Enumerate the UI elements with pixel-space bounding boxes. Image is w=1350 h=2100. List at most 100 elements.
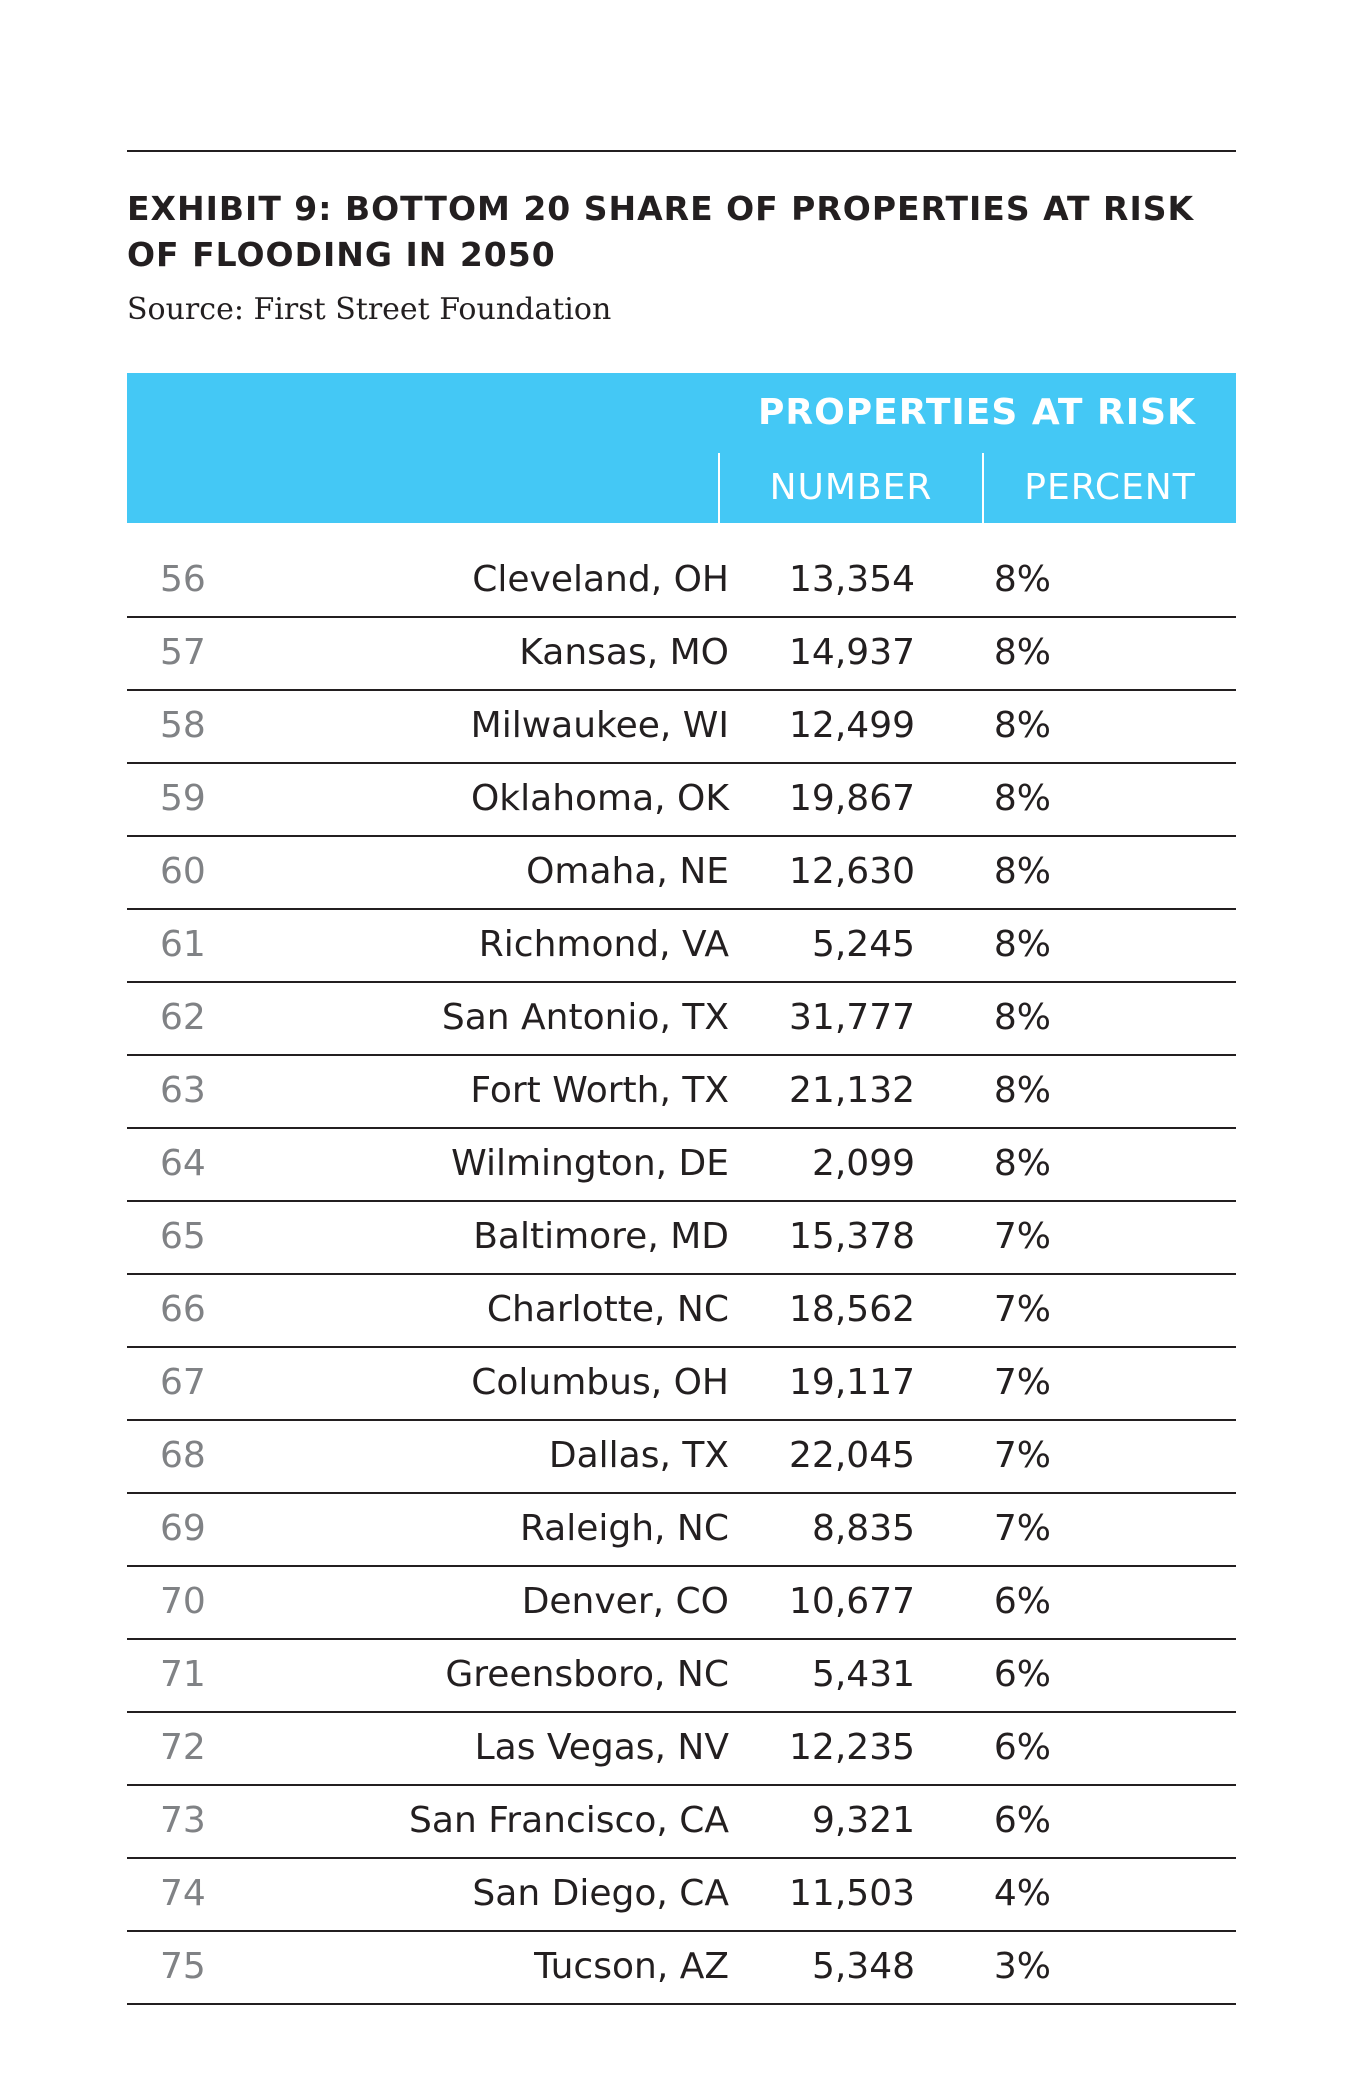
rank-cell: 72 [160, 1727, 206, 1768]
percent-cell: 8% [993, 705, 1051, 746]
rank-cell: 57 [160, 632, 206, 673]
percent-cell: 6% [993, 1654, 1051, 1695]
city-cell: Omaha, NE [526, 851, 729, 892]
rank-cell: 69 [160, 1508, 206, 1549]
city-cell: San Diego, CA [472, 1873, 729, 1914]
top-rule [127, 150, 1236, 152]
percent-cell: 8% [993, 851, 1051, 892]
rank-cell: 62 [160, 997, 206, 1038]
table-body: 56 Cleveland, OH 13,354 8% 57 Kansas, MO 14,93… [127, 545, 1236, 2005]
city-cell: Tucson, AZ [534, 1946, 729, 1987]
city-cell: Kansas, MO [519, 632, 729, 673]
number-cell: 8,835 [811, 1508, 915, 1549]
table-row: 68 Dallas, TX 22,045 7% [127, 1421, 1236, 1494]
table-row: 60 Omaha, NE 12,630 8% [127, 837, 1236, 910]
rank-cell: 63 [160, 1070, 206, 1111]
rank-cell: 75 [160, 1946, 206, 1987]
table-row: 69 Raleigh, NC 8,835 7% [127, 1494, 1236, 1567]
number-cell: 5,431 [811, 1654, 915, 1695]
rank-cell: 59 [160, 778, 206, 819]
number-cell: 19,117 [789, 1362, 915, 1403]
number-cell: 31,777 [789, 997, 915, 1038]
city-cell: Cleveland, OH [472, 559, 729, 600]
rank-cell: 68 [160, 1435, 206, 1476]
city-cell: San Antonio, TX [441, 997, 729, 1038]
number-cell: 9,321 [811, 1800, 915, 1841]
percent-cell: 8% [993, 924, 1051, 965]
percent-cell: 8% [993, 1070, 1051, 1111]
percent-cell: 8% [993, 997, 1051, 1038]
city-cell: Dallas, TX [548, 1435, 729, 1476]
percent-cell: 7% [993, 1289, 1051, 1330]
city-cell: Charlotte, NC [486, 1289, 729, 1330]
city-cell: Denver, CO [521, 1581, 729, 1622]
number-cell: 12,235 [789, 1727, 915, 1768]
percent-cell: 6% [993, 1800, 1051, 1841]
table-row: 65 Baltimore, MD 15,378 7% [127, 1202, 1236, 1275]
city-cell: Baltimore, MD [473, 1216, 729, 1257]
table-row: 71 Greensboro, NC 5,431 6% [127, 1640, 1236, 1713]
percent-cell: 4% [993, 1873, 1051, 1914]
number-cell: 15,378 [789, 1216, 915, 1257]
number-cell: 19,867 [789, 778, 915, 819]
group-header-properties-at-risk: PROPERTIES AT RISK [758, 392, 1196, 433]
number-cell: 5,348 [811, 1946, 915, 1987]
number-cell: 10,677 [789, 1581, 915, 1622]
table-row: 64 Wilmington, DE 2,099 8% [127, 1129, 1236, 1202]
rank-cell: 70 [160, 1581, 206, 1622]
number-cell: 12,630 [789, 851, 915, 892]
city-cell: Raleigh, NC [519, 1508, 729, 1549]
rank-cell: 73 [160, 1800, 206, 1841]
number-cell: 14,937 [789, 632, 915, 673]
table-row: 75 Tucson, AZ 5,348 3% [127, 1932, 1236, 2005]
exhibit-title: EXHIBIT 9: BOTTOM 20 SHARE OF PROPERTIES… [127, 189, 1195, 274]
rank-cell: 58 [160, 705, 206, 746]
city-cell: Fort Worth, TX [470, 1070, 729, 1111]
number-cell: 18,562 [789, 1289, 915, 1330]
city-cell: Richmond, VA [478, 924, 729, 965]
rank-cell: 60 [160, 851, 206, 892]
table-row: 63 Fort Worth, TX 21,132 8% [127, 1056, 1236, 1129]
city-cell: Columbus, OH [471, 1362, 729, 1403]
percent-cell: 8% [993, 632, 1051, 673]
percent-cell: 7% [993, 1435, 1051, 1476]
rank-cell: 71 [160, 1654, 206, 1695]
table-row: 57 Kansas, MO 14,937 8% [127, 618, 1236, 691]
rank-cell: 74 [160, 1873, 206, 1914]
table-row: 61 Richmond, VA 5,245 8% [127, 910, 1236, 983]
table-row: 73 San Francisco, CA 9,321 6% [127, 1786, 1236, 1859]
rank-cell: 56 [160, 559, 206, 600]
city-cell: Wilmington, DE [451, 1143, 729, 1184]
percent-cell: 6% [993, 1727, 1051, 1768]
city-cell: Oklahoma, OK [470, 778, 729, 819]
city-cell: San Francisco, CA [409, 1800, 729, 1841]
percent-cell: 6% [993, 1581, 1051, 1622]
rank-cell: 61 [160, 924, 206, 965]
table-row: 58 Milwaukee, WI 12,499 8% [127, 691, 1236, 764]
table-header: PROPERTIES AT RISK NUMBER PERCENT [127, 373, 1236, 523]
percent-cell: 7% [993, 1362, 1051, 1403]
percent-cell: 7% [993, 1508, 1051, 1549]
table-row: 70 Denver, CO 10,677 6% [127, 1567, 1236, 1640]
percent-cell: 7% [993, 1216, 1051, 1257]
column-divider [718, 453, 720, 523]
city-cell: Las Vegas, NV [474, 1727, 729, 1768]
number-cell: 21,132 [789, 1070, 915, 1111]
column-header-number: NUMBER [769, 467, 933, 508]
column-header-percent: PERCENT [1024, 467, 1196, 508]
column-divider [982, 453, 984, 523]
source-note: Source: First Street Foundation [127, 292, 612, 327]
table-row: 59 Oklahoma, OK 19,867 8% [127, 764, 1236, 837]
percent-cell: 8% [993, 778, 1051, 819]
rank-cell: 67 [160, 1362, 206, 1403]
number-cell: 12,499 [789, 705, 915, 746]
city-cell: Greensboro, NC [445, 1654, 729, 1695]
number-cell: 2,099 [811, 1143, 915, 1184]
number-cell: 22,045 [789, 1435, 915, 1476]
number-cell: 13,354 [789, 559, 915, 600]
rank-cell: 65 [160, 1216, 206, 1257]
city-cell: Milwaukee, WI [470, 705, 729, 746]
number-cell: 5,245 [811, 924, 915, 965]
table-row: 72 Las Vegas, NV 12,235 6% [127, 1713, 1236, 1786]
rank-cell: 64 [160, 1143, 206, 1184]
